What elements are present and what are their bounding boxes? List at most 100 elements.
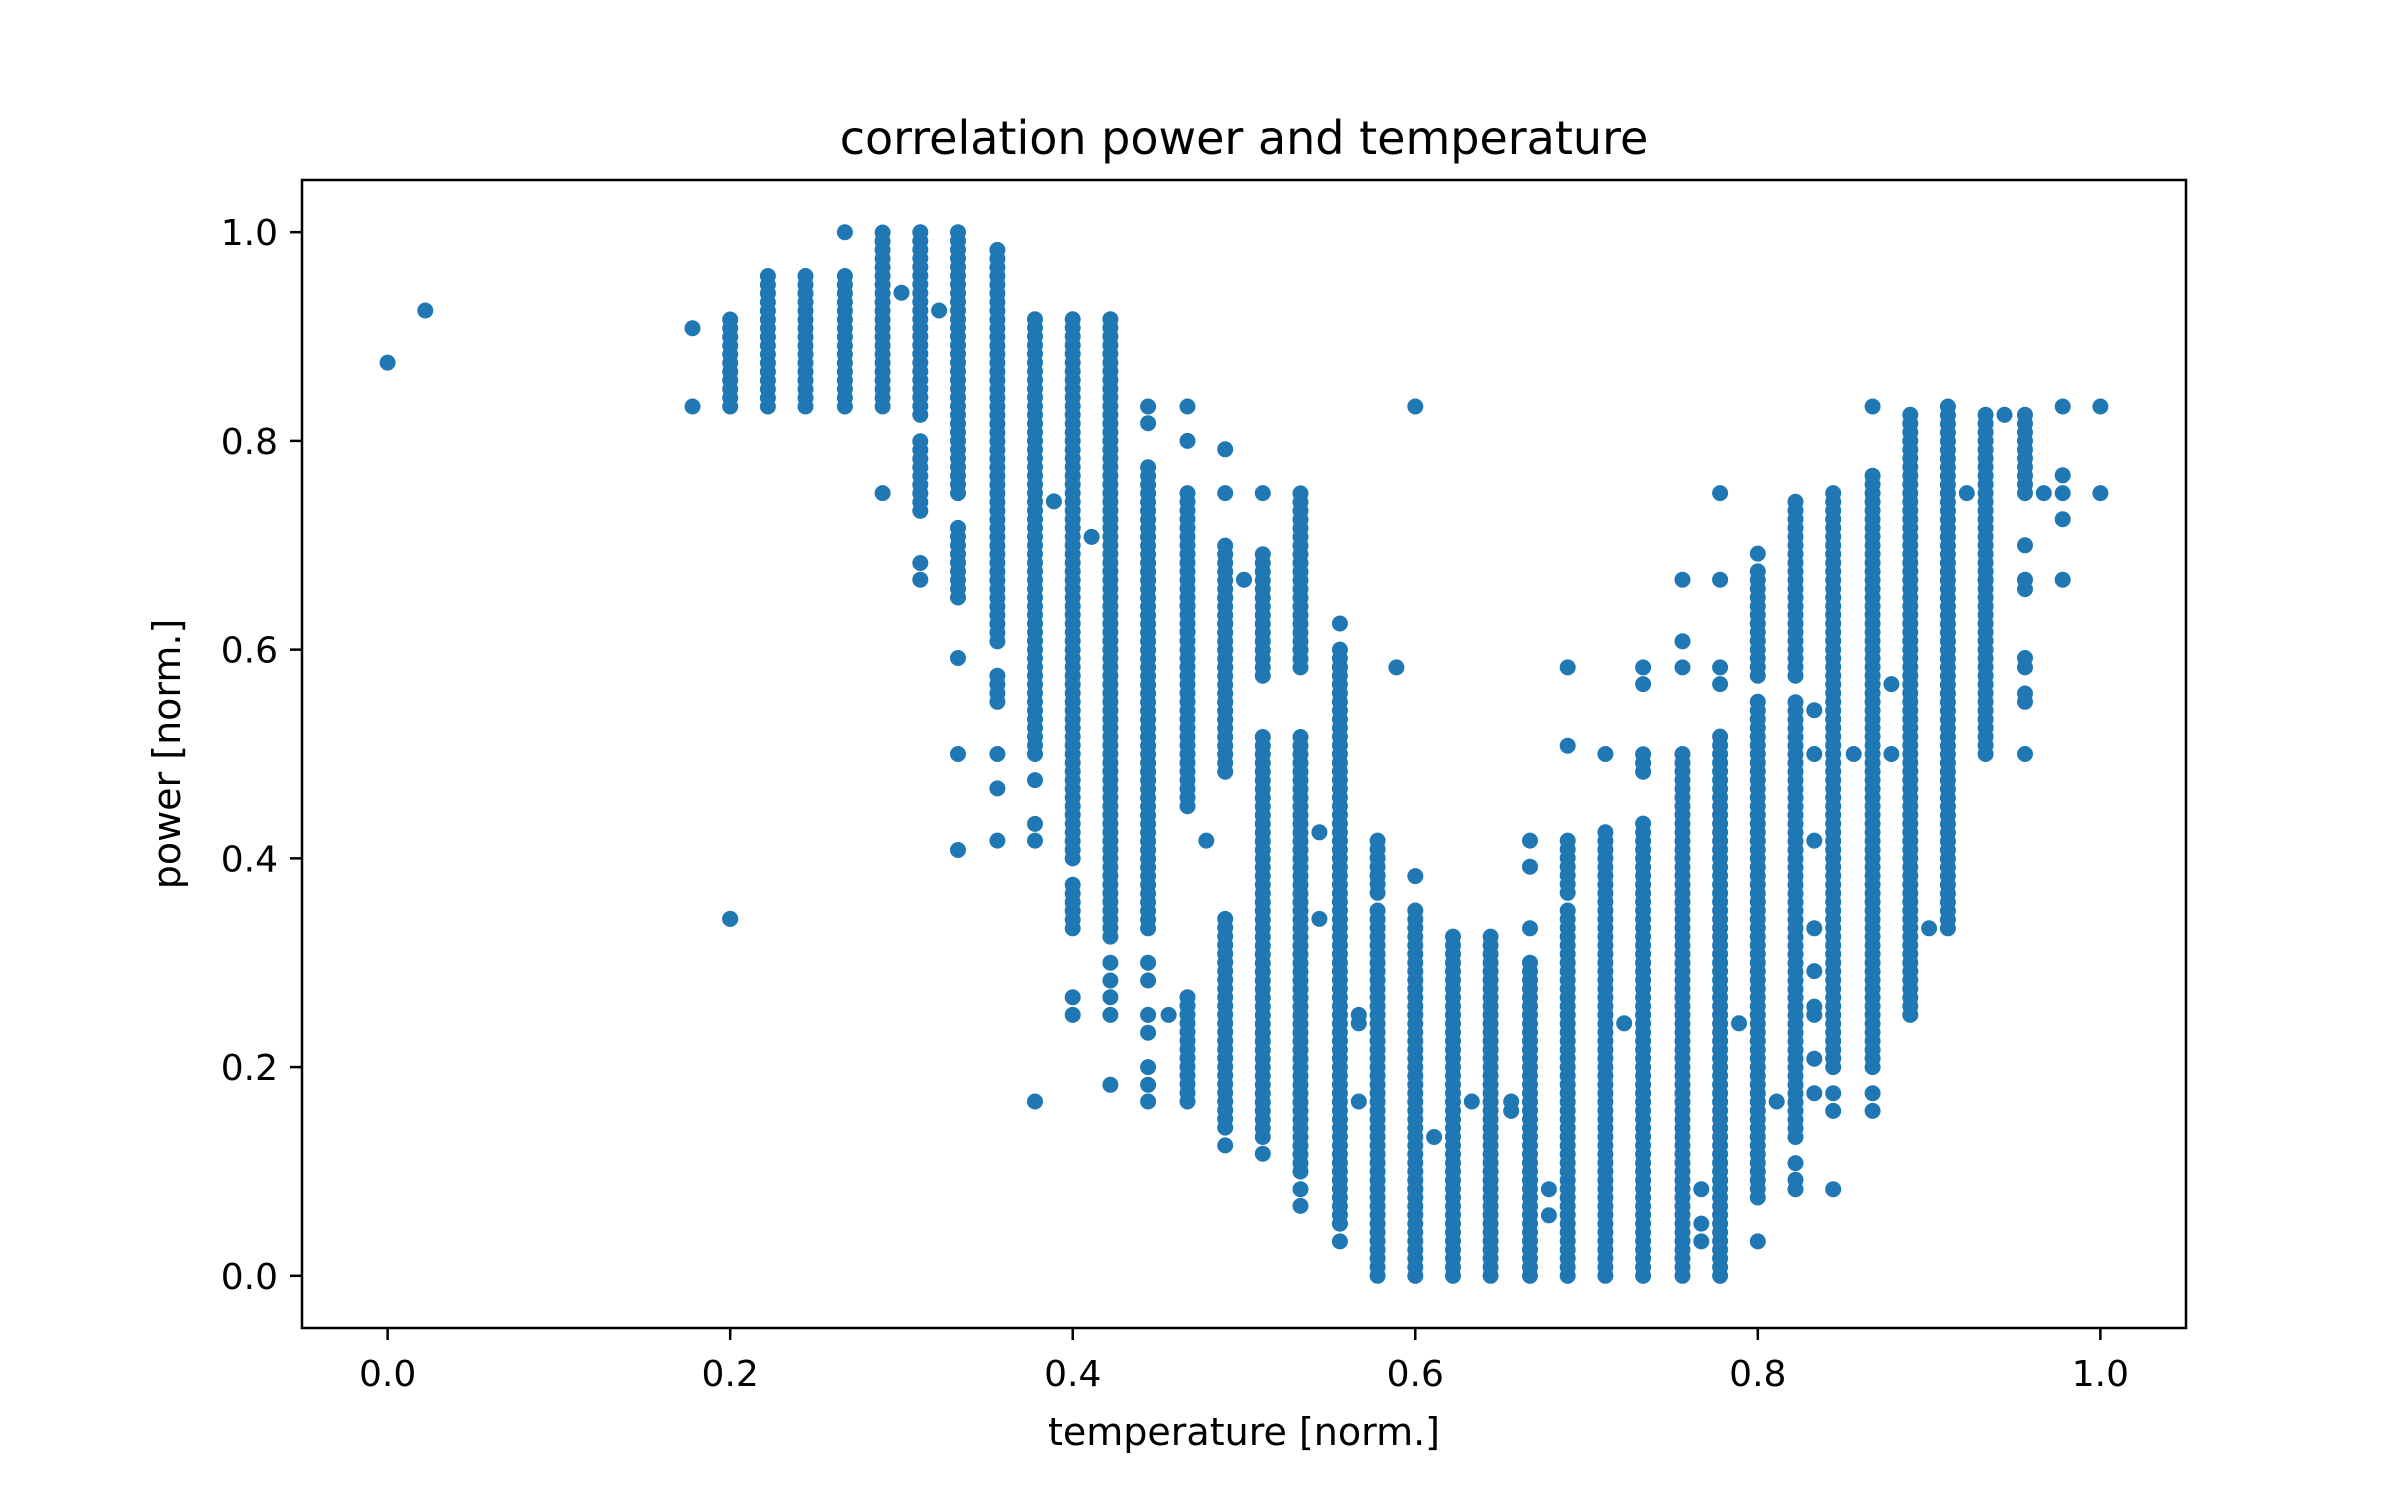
data-point	[1292, 641, 1309, 658]
data-point	[1064, 876, 1081, 893]
data-point	[2017, 581, 2033, 598]
data-point	[989, 780, 1006, 797]
data-point	[1217, 910, 1234, 927]
data-point	[1712, 676, 1729, 693]
data-point	[1140, 459, 1157, 476]
data-point	[1217, 537, 1234, 554]
data-point	[1977, 571, 1994, 588]
data-point	[1939, 398, 1956, 415]
data-point	[1369, 832, 1386, 849]
data-point	[1522, 832, 1538, 849]
data-point	[1140, 972, 1157, 989]
data-point	[989, 241, 1006, 258]
data-point	[950, 650, 966, 666]
data-point	[1635, 676, 1652, 693]
data-point	[950, 842, 966, 858]
data-point	[1540, 1207, 1557, 1224]
data-point	[1902, 406, 1919, 423]
data-point	[1140, 1024, 1157, 1041]
data-point	[1806, 1085, 1823, 1102]
data-point	[1996, 406, 2013, 423]
data-point	[1597, 824, 1614, 841]
data-point	[1749, 1233, 1766, 1250]
data-point	[1198, 832, 1215, 849]
data-point	[1787, 1181, 1804, 1198]
data-point	[1693, 1233, 1710, 1250]
data-point	[1140, 1093, 1157, 1110]
data-point	[1217, 615, 1234, 632]
data-point	[722, 311, 739, 328]
data-point	[1179, 485, 1196, 502]
data-point	[1217, 485, 1234, 502]
data-point	[1825, 485, 1842, 502]
data-point	[836, 268, 853, 284]
data-point	[1254, 1145, 1271, 1162]
data-point	[1027, 311, 1043, 328]
data-point	[1083, 528, 1100, 545]
y-axis-ticks: 0.0 0.2 0.4 0.6 0.8 1.0	[221, 213, 302, 1298]
data-point	[1407, 398, 1424, 415]
data-point	[950, 224, 966, 241]
data-point	[1787, 694, 1804, 711]
data-point	[1102, 1076, 1119, 1093]
data-point	[1179, 432, 1196, 449]
data-point	[1407, 902, 1424, 919]
data-point	[1027, 1093, 1043, 1110]
data-point	[1064, 989, 1081, 1006]
data-point	[989, 746, 1006, 762]
data-point	[1217, 641, 1234, 658]
data-point	[1522, 920, 1538, 937]
data-point	[1217, 711, 1234, 728]
data-point	[1027, 815, 1043, 832]
data-point	[1864, 467, 1881, 484]
data-point	[1445, 928, 1461, 945]
data-point	[2092, 485, 2109, 502]
data-point	[1045, 493, 1062, 510]
data-point	[1597, 746, 1614, 762]
data-point	[1825, 1102, 1842, 1119]
data-point	[1864, 398, 1881, 415]
data-point	[1140, 954, 1157, 971]
data-point	[893, 284, 910, 301]
data-point	[1806, 746, 1823, 762]
data-point	[1140, 1076, 1157, 1093]
data-point	[1674, 659, 1691, 676]
data-point	[1388, 659, 1405, 676]
data-point	[1883, 746, 1900, 762]
data-point	[1369, 868, 1386, 885]
plot-frame	[300, 178, 2188, 1330]
data-point	[989, 667, 1006, 684]
data-point	[836, 224, 853, 241]
data-point	[1064, 1006, 1081, 1023]
y-tick-label: 0.8	[221, 422, 278, 463]
data-point	[2017, 406, 2033, 423]
data-point	[1540, 1181, 1557, 1198]
x-tick-label: 0.2	[702, 1354, 759, 1395]
data-point	[1806, 1006, 1823, 1023]
data-point	[1503, 1102, 1520, 1119]
data-point	[1292, 485, 1309, 502]
x-tick-label: 0.8	[1729, 1354, 1786, 1395]
data-point	[1350, 1093, 1367, 1110]
x-axis-ticks: 0.0 0.2 0.4 0.6 0.8 1.0	[359, 1328, 2129, 1395]
data-point	[1559, 902, 1576, 919]
data-point	[1693, 1215, 1710, 1232]
data-point	[1426, 1129, 1443, 1145]
data-point	[1217, 589, 1234, 606]
data-point	[2092, 398, 2109, 415]
data-point	[1712, 728, 1729, 745]
data-point	[1768, 1093, 1785, 1110]
data-point	[1331, 1215, 1348, 1232]
data-point	[1864, 1085, 1881, 1102]
data-point	[1027, 832, 1043, 849]
data-point	[1806, 963, 1823, 980]
y-tick-label: 0.6	[221, 631, 278, 672]
data-point	[1160, 1006, 1177, 1023]
data-point	[2054, 485, 2071, 502]
data-point	[1749, 693, 1766, 710]
data-point	[1522, 858, 1538, 875]
data-point	[1254, 729, 1271, 745]
data-point	[1806, 702, 1823, 719]
data-point	[1845, 746, 1862, 762]
